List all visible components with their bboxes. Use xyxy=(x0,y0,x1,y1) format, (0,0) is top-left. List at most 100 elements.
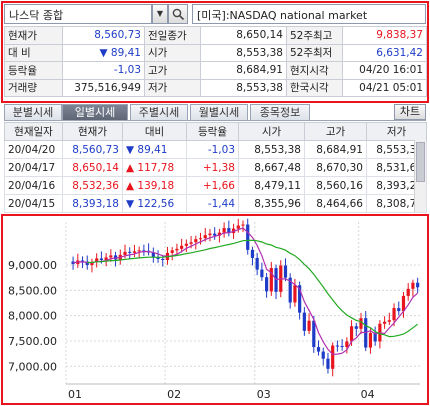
quote-info-label: 시가 xyxy=(144,43,201,62)
table-row[interactable]: 20/04/16 8,532,36 ▲ 139,18 +1,66 8,479,11 8,5… xyxy=(4,176,427,195)
quote-info-value: 8,560,73 xyxy=(62,26,145,45)
table-cell: 8,560,73 xyxy=(62,140,123,159)
stock-name-input[interactable]: 나스닥 종합 xyxy=(4,4,152,24)
candle-body xyxy=(90,261,94,266)
candle-body xyxy=(236,225,240,229)
quote-info-value: 04/21 05:01 xyxy=(342,78,427,97)
x-tick-label: 02 xyxy=(167,388,181,401)
table-cell: 8,553,38 xyxy=(366,140,427,159)
candle-body xyxy=(326,358,330,369)
quote-info-row: 등락율 -1,03 고가 8,684,91 현지시각 04/20 16:01 xyxy=(4,61,427,80)
table-row[interactable]: 20/04/17 8,650,14 ▲ 117,78 +1,38 8,667,48 8,6… xyxy=(4,158,427,177)
candle-body xyxy=(307,320,311,331)
table-cell: 8,553,38 xyxy=(238,140,305,159)
candle-body xyxy=(213,233,217,236)
candle-body xyxy=(198,238,203,240)
quote-info-value: 375,516,949 xyxy=(62,78,145,97)
table-cell: 8,560,16 xyxy=(304,176,367,195)
search-button[interactable] xyxy=(168,4,188,24)
quote-info-label: 전일종가 xyxy=(144,26,201,45)
column-header[interactable]: 대비 xyxy=(122,122,187,141)
candle-body xyxy=(151,252,155,257)
table-cell: 8,308,79 xyxy=(366,194,427,213)
candle-body xyxy=(255,257,259,270)
table-row[interactable]: 20/04/20 8,560,73 ▼ 89,41 -1,03 8,553,38 8,68… xyxy=(4,140,427,159)
chart-button[interactable]: 차트 xyxy=(394,104,426,120)
candle-body xyxy=(349,326,354,342)
y-tick-label: 9,000.00 xyxy=(8,259,57,272)
table-cell: 8,670,30 xyxy=(304,158,367,177)
tab-daily[interactable]: 일별시세 xyxy=(62,104,128,120)
candle-body xyxy=(406,288,410,296)
quote-info-label: 거래량 xyxy=(4,78,63,97)
candle-body xyxy=(208,233,212,236)
candle-body xyxy=(335,345,339,347)
candle-body xyxy=(194,239,198,243)
column-header[interactable]: 등락율 xyxy=(186,122,239,141)
table-cell: -1,44 xyxy=(186,194,239,213)
candle-body xyxy=(80,260,85,262)
tab-bar: 분별시세 일별시세 주별시세 월별시세 종목정보 차트 xyxy=(4,104,426,121)
table-cell: 8,355,96 xyxy=(238,194,305,213)
candle-body xyxy=(321,351,325,359)
quote-info-row: 현재가 8,560,73 전일종가 8,650,14 52주최고 9,838,37 xyxy=(4,26,427,45)
quote-info-value: 6,631,42 xyxy=(342,43,427,62)
table-cell: +1,66 xyxy=(186,176,239,195)
table-cell: 8,393,18 xyxy=(62,194,123,213)
candle-body xyxy=(387,320,391,322)
candle-body xyxy=(401,295,406,312)
candle-body xyxy=(123,251,127,255)
candle-body xyxy=(113,255,118,260)
moving-average-long-line xyxy=(87,239,418,338)
candle-body xyxy=(189,242,193,244)
candle-body xyxy=(416,282,420,288)
column-header[interactable]: 저가 xyxy=(366,122,427,141)
quote-info-value: 8,650,14 xyxy=(200,26,287,45)
quote-info-label: 고가 xyxy=(144,61,201,80)
y-tick-label: 7,500.00 xyxy=(8,335,57,348)
table-cell: ▼ 89,41 xyxy=(122,140,187,159)
candle-body xyxy=(340,346,344,348)
chart-highlight xyxy=(1,214,429,405)
column-header[interactable]: 현재일자 xyxy=(4,122,63,141)
candle-body xyxy=(104,257,108,260)
candle-body xyxy=(354,326,358,329)
tab-monthly[interactable]: 월별시세 xyxy=(190,104,248,120)
candle-body xyxy=(109,255,113,258)
price-chart: 9,000.00 8,500.00 8,000.00 7,500.00 7,000.00… xyxy=(4,216,426,402)
candle-body xyxy=(203,235,207,239)
table-cell: -1,03 xyxy=(186,140,239,159)
column-header[interactable]: 현재가 xyxy=(62,122,123,141)
quote-info-label: 현재가 xyxy=(4,26,63,45)
quote-info-row: 거래량 375,516,949 저가 8,553,38 한국시각 04/21 05:01 xyxy=(4,78,427,97)
scrollbar-thumb[interactable] xyxy=(416,142,425,182)
candle-body xyxy=(132,251,137,253)
tab-minute[interactable]: 분별시세 xyxy=(4,104,62,120)
candle-body xyxy=(392,308,396,321)
candle-body xyxy=(250,249,255,258)
table-scrollbar[interactable] xyxy=(414,140,426,212)
table-cell: 8,532,36 xyxy=(62,176,123,195)
quote-info-row: 대 비 ▼ 89,41 시가 8,553,38 52주최저 6,631,42 xyxy=(4,43,427,62)
candle-body xyxy=(241,224,245,226)
quote-info-label: 등락율 xyxy=(4,61,63,80)
table-cell: 8,479,11 xyxy=(238,176,305,195)
quote-info-label: 저가 xyxy=(144,78,201,97)
quote-info-label: 현지시각 xyxy=(286,61,343,80)
candle-body xyxy=(269,268,273,292)
chevron-down-icon[interactable]: ▼ xyxy=(152,4,168,24)
quote-info-label: 52주최고 xyxy=(286,26,343,45)
tab-weekly[interactable]: 주별시세 xyxy=(130,104,188,120)
quote-info-value: ▼ 89,41 xyxy=(62,43,145,62)
candle-body xyxy=(95,258,99,262)
candle-body xyxy=(161,258,165,260)
table-cell: 8,464,66 xyxy=(304,194,367,213)
column-header[interactable]: 시가 xyxy=(238,122,305,141)
table-row[interactable]: 20/04/15 8,393,18 ▼ 122,56 -1,44 8,355,96 8,4… xyxy=(4,194,427,213)
tab-stock-info[interactable]: 종목정보 xyxy=(250,104,310,120)
candle-body xyxy=(184,243,188,246)
table-cell: ▼ 122,56 xyxy=(122,194,187,213)
column-header[interactable]: 고가 xyxy=(304,122,367,141)
quote-info-value: -1,03 xyxy=(62,61,145,80)
table-cell: 20/04/15 xyxy=(4,194,63,213)
